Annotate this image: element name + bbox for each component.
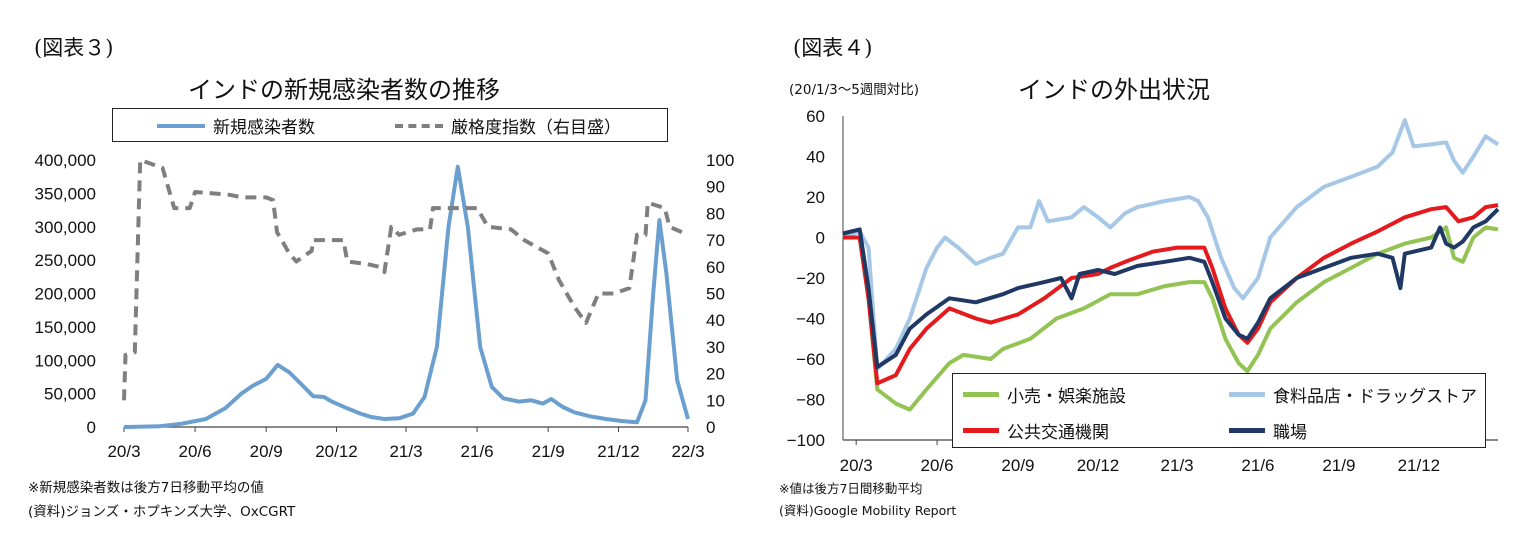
legend-swatch-stringency <box>395 123 443 128</box>
y-right-tick-label: 30 <box>706 338 725 357</box>
series-line-workplace <box>842 207 1500 370</box>
y-right-tick-label: 50 <box>706 285 725 304</box>
figure3-note: ※新規感染者数は後方7日移動平均の値 <box>28 480 264 496</box>
series-line-retail <box>843 225 1499 412</box>
x-tick-label: 21/6 <box>1241 456 1274 475</box>
legend-swatch-workplace <box>1229 428 1265 433</box>
y-tick-label: −100 <box>787 431 825 450</box>
x-tick-label: 21/9 <box>1322 456 1355 475</box>
x-tick-label: 20/3 <box>840 456 873 475</box>
legend-label-stringency: 厳格度指数（右目盛） <box>451 118 621 138</box>
x-tick-label: 21/9 <box>532 442 565 461</box>
series-line-cases <box>123 164 690 429</box>
y-tick-label: 20 <box>806 188 825 207</box>
series-line-stringency <box>122 158 689 401</box>
x-tick-label: 21/3 <box>389 442 422 461</box>
x-tick-label: 21/12 <box>1398 456 1441 475</box>
figure4-title: インドの外出状況 <box>1018 76 1210 104</box>
x-tick-label: 20/3 <box>107 442 140 461</box>
series-line-grocery <box>842 118 1500 372</box>
legend-label-retail: 小売・娯楽施設 <box>1007 387 1126 407</box>
figure4-unit: (20/1/3～5週間対比) <box>789 82 920 98</box>
series-line-transit <box>843 203 1499 386</box>
x-tick-label: 21/3 <box>1161 456 1194 475</box>
legend-swatch-cases <box>157 123 205 128</box>
y-tick-label: 40 <box>806 148 825 167</box>
y-right-tick-label: 10 <box>706 391 725 410</box>
y-left-tick-label: 150,000 <box>35 318 96 337</box>
figure3-source: (資料)ジョンズ・ホプキンズ大学、OxCGRT <box>28 504 296 520</box>
y-tick-label: 60 <box>806 107 825 126</box>
figure3-panel: (図表３) インドの新規感染者数の推移 新規感染者数 厳格度指数（右目盛） 0 5… <box>28 36 735 520</box>
x-tick-label: 20/6 <box>921 456 954 475</box>
legend-label-workplace: 職場 <box>1273 423 1307 443</box>
legend-label-grocery: 食料品店・ドラッグストア <box>1273 387 1477 407</box>
figure4-legend: 小売・娯楽施設 食料品店・ドラッグストア 公共交通機関 職場 <box>952 373 1486 448</box>
figure3-title: インドの新規感染者数の推移 <box>188 76 500 104</box>
legend-item-grocery: 食料品店・ドラッグストア <box>1229 382 1477 407</box>
y-left-tick-label: 50,000 <box>44 385 96 404</box>
y-left-tick-label: 250,000 <box>35 251 96 270</box>
x-tick-label: 20/12 <box>1077 456 1120 475</box>
x-tick-label: 22/3 <box>671 442 704 461</box>
y-right-tick-label: 20 <box>706 365 725 384</box>
x-tick-label: 21/6 <box>461 442 494 461</box>
legend-item-stringency: 厳格度指数（右目盛） <box>395 113 621 138</box>
legend-item-transit: 公共交通機関 <box>963 418 1109 443</box>
y-left-tick-label: 100,000 <box>35 351 96 370</box>
figure4-panel: (図表４) (20/1/3～5週間対比) インドの外出状況 −100 −80 −60… <box>765 0 1530 556</box>
figure3-chart: 0 50,000 100,000 150,000 200,000 250,000 300,0… <box>35 151 735 461</box>
y-right-tick-label: 70 <box>706 231 725 250</box>
y-right-tick-label: 0 <box>706 418 715 437</box>
x-tick-label: 20/9 <box>1001 456 1034 475</box>
y-left-tick-label: 350,000 <box>35 184 96 203</box>
y-left-tick-label: 200,000 <box>35 285 96 304</box>
x-tick-label: 20/9 <box>250 442 283 461</box>
legend-item-retail: 小売・娯楽施設 <box>963 382 1126 407</box>
y-right-tick-label: 40 <box>706 311 725 330</box>
figure4-chart: −100 −80 −60 −40 −20 0 20 40 60 20/3 20/6 20/9 20/12… <box>787 107 1500 475</box>
figure4-source: (資料)Google Mobility Report <box>779 503 957 518</box>
figure3-label: (図表３) <box>34 36 114 60</box>
legend-item-cases: 新規感染者数 <box>157 113 315 138</box>
x-tick-label: 20/12 <box>315 442 358 461</box>
figure3-legend: 新規感染者数 厳格度指数（右目盛） <box>112 108 668 142</box>
legend-swatch-grocery <box>1229 392 1265 397</box>
legend-item-workplace: 職場 <box>1229 418 1307 443</box>
y-tick-label: −80 <box>796 391 825 410</box>
x-tick-label: 20/6 <box>179 442 212 461</box>
legend-label-transit: 公共交通機関 <box>1007 423 1109 443</box>
y-tick-label: −40 <box>796 310 825 329</box>
legend-swatch-retail <box>963 392 999 397</box>
y-tick-label: −20 <box>796 269 825 288</box>
y-right-tick-label: 60 <box>706 258 725 277</box>
y-left-tick-label: 0 <box>87 418 96 437</box>
legend-swatch-transit <box>963 428 999 433</box>
legend-label-cases: 新規感染者数 <box>213 118 315 138</box>
y-right-tick-label: 100 <box>706 151 734 170</box>
y-left-tick-label: 300,000 <box>35 218 96 237</box>
x-tick-label: 21/12 <box>597 442 640 461</box>
figure4-note: ※値は後方7日間移動平均 <box>779 481 923 496</box>
y-left-tick-label: 400,000 <box>35 151 96 170</box>
figure4-label: (図表４) <box>793 36 873 60</box>
y-tick-label: 0 <box>816 229 825 248</box>
y-tick-label: −60 <box>796 350 825 369</box>
y-right-tick-label: 90 <box>706 178 725 197</box>
y-right-tick-label: 80 <box>706 204 725 223</box>
